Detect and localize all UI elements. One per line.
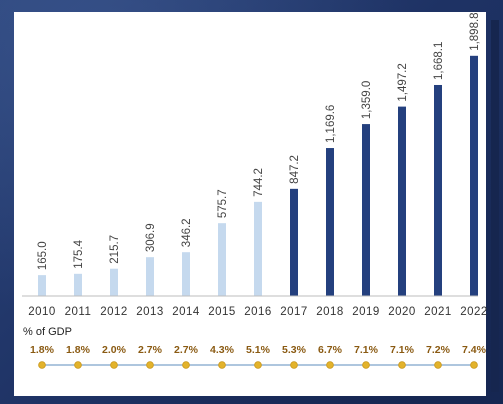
gdp-marker-2019: [362, 361, 370, 369]
value-label-2018: 1,169.6: [325, 105, 337, 143]
x-tick-2020: 2020: [388, 306, 416, 318]
gdp-label-2010: 1.8%: [30, 344, 55, 356]
gdp-marker-2011: [74, 361, 82, 369]
gdp-marker-2015: [218, 361, 226, 369]
value-label-2011: 175.4: [73, 239, 85, 268]
gdp-marker-2013: [146, 361, 154, 369]
gdp-marker-2010: [38, 361, 46, 369]
x-tick-2013: 2013: [136, 306, 164, 318]
bar-2019: [362, 124, 370, 296]
value-label-2014: 346.2: [181, 218, 193, 247]
gdp-label-2015: 4.3%: [210, 344, 235, 356]
x-tick-2014: 2014: [172, 306, 200, 318]
x-tick-2017: 2017: [280, 306, 308, 318]
gdp-marker-2012: [110, 361, 118, 369]
gdp-label-2021: 7.2%: [426, 344, 451, 356]
value-label-2022: 1,898.8: [469, 12, 481, 50]
gdp-marker-2022: [470, 361, 478, 369]
gdp-label-2017: 5.3%: [282, 344, 307, 356]
bar-2013: [146, 257, 154, 296]
value-labels-group: 165.0 175.4 215.7 306.9 346.2 575.7 744.2 847.2…: [37, 12, 481, 270]
value-label-2013: 306.9: [145, 223, 157, 252]
value-label-2017: 847.2: [289, 155, 301, 184]
chart-panel: [14, 12, 486, 396]
gdp-label-2012: 2.0%: [102, 344, 127, 356]
gdp-label-2018: 6.7%: [318, 344, 343, 356]
x-tick-2015: 2015: [208, 306, 236, 318]
bar-2012: [110, 268, 118, 296]
bar-2010: [38, 275, 46, 296]
x-tick-2011: 2011: [65, 306, 92, 318]
value-label-2015: 575.7: [217, 189, 229, 218]
x-tick-2019: 2019: [352, 306, 380, 318]
bar-2016: [254, 201, 262, 296]
x-tick-2012: 2012: [100, 306, 128, 318]
gdp-title: % of GDP: [23, 326, 72, 338]
value-label-2010: 165.0: [37, 241, 49, 270]
gdp-label-2022: 7.4%: [462, 344, 487, 356]
bar-2018: [326, 148, 334, 296]
right-border-strip: [491, 20, 499, 392]
x-tick-2010: 2010: [28, 306, 56, 318]
gdp-marker-2017: [290, 361, 298, 369]
gdp-marker-2014: [182, 361, 190, 369]
x-tick-labels-group: 2010 2011 2012 2013 2014 2015 2016 2017 2018 2019…: [28, 306, 488, 318]
value-label-2020: 1,497.2: [397, 63, 409, 101]
bar-2021: [434, 84, 442, 296]
bars-group: [38, 55, 478, 296]
value-label-2012: 215.7: [109, 235, 121, 264]
bar-2011: [74, 273, 82, 296]
bar-2020: [398, 106, 406, 296]
value-label-2019: 1,359.0: [361, 81, 373, 119]
gdp-label-2020: 7.1%: [390, 344, 415, 356]
gdp-label-2011: 1.8%: [66, 344, 91, 356]
gdp-marker-2018: [326, 361, 334, 369]
x-tick-2022: 2022: [460, 306, 488, 318]
x-tick-2021: 2021: [424, 306, 452, 318]
bar-2022: [470, 55, 478, 296]
bar-2015: [218, 223, 226, 296]
gdp-marker-2021: [434, 361, 442, 369]
x-tick-2016: 2016: [244, 306, 272, 318]
gdp-label-2016: 5.1%: [246, 344, 271, 356]
bar-2017: [290, 188, 298, 296]
gdp-label-2014: 2.7%: [174, 344, 199, 356]
value-label-2021: 1,668.1: [433, 42, 445, 80]
gdp-labels-group: 1.8% 1.8% 2.0% 2.7% 2.7% 4.3% 5.1% 5.3% 6.7% 7.1%…: [30, 344, 487, 356]
gdp-marker-2020: [398, 361, 406, 369]
bar-2014: [182, 252, 190, 296]
x-tick-2018: 2018: [316, 306, 344, 318]
value-label-2016: 744.2: [253, 168, 265, 197]
gdp-markers-group: [38, 361, 478, 369]
gdp-label-2019: 7.1%: [354, 344, 379, 356]
gdp-label-2013: 2.7%: [138, 344, 163, 356]
gdp-marker-2016: [254, 361, 262, 369]
